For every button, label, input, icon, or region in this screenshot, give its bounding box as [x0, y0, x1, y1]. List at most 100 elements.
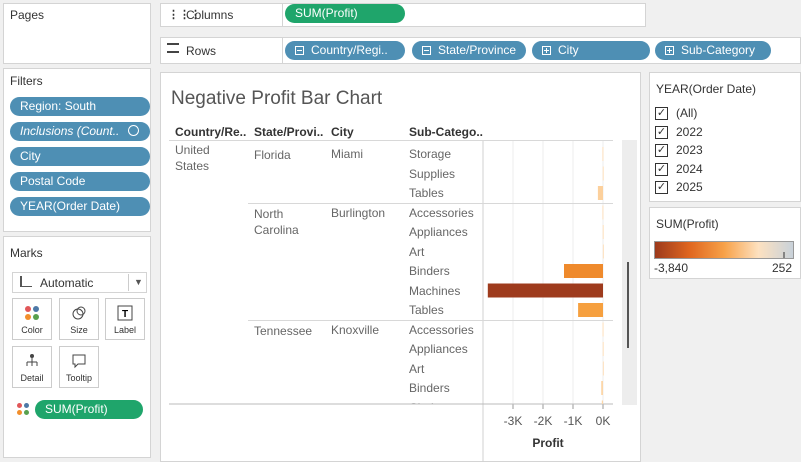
pill-icon-line — [669, 48, 670, 53]
marks-button[interactable] — [59, 346, 99, 388]
checkbox[interactable]: ✓ — [655, 144, 668, 157]
sub-category-label: Accessories — [409, 205, 474, 220]
legend-gradient — [654, 241, 794, 259]
bar — [578, 303, 603, 317]
sub-category-label: Tables — [409, 186, 444, 200]
checkbox[interactable]: ✓ — [655, 125, 668, 139]
rows-pill[interactable]: State/Province — [412, 41, 526, 60]
bar — [602, 322, 604, 337]
sub-category-label: Chairs — [409, 401, 444, 405]
pill-icon — [422, 46, 431, 55]
mark-type-icon — [20, 276, 32, 287]
state-label: Tennessee — [254, 323, 313, 338]
marks-title: Marks — [10, 246, 43, 260]
sub-category-label: Binders — [409, 381, 450, 395]
city-label: Burlington — [331, 205, 386, 220]
year-filter-title: YEAR(Order Date) — [656, 82, 757, 96]
view — [160, 72, 641, 462]
marks-button[interactable]: T — [105, 298, 145, 340]
filter-pill[interactable]: Region: South — [10, 97, 150, 116]
columns-pill[interactable]: SUM(Profit) — [285, 4, 405, 23]
sub-category-label: Storage — [409, 147, 452, 161]
chart-title: Negative Profit Bar Chart — [171, 88, 383, 109]
year-option: (All) — [676, 106, 698, 120]
legend-max: 252 — [772, 261, 793, 275]
year-option: 2023 — [676, 143, 703, 157]
button-icon — [72, 354, 86, 369]
filter-pill[interactable]: Postal Code — [10, 172, 150, 191]
bar — [487, 283, 603, 298]
bar — [602, 205, 604, 220]
check: ✓ — [656, 125, 667, 138]
checkbox[interactable]: ✓ — [655, 181, 668, 194]
bar — [564, 264, 603, 278]
marks-button-label: Detail — [20, 373, 44, 383]
sub-category-label: Binders — [409, 264, 450, 278]
column-header: Sub-Catego.. — [409, 125, 483, 139]
button-icon — [26, 354, 38, 366]
rows-pill[interactable]: Sub-Category — [655, 41, 771, 60]
year-filter-card — [649, 72, 801, 202]
sub-category-label: Appliances — [409, 225, 468, 239]
marks-button-label: Size — [70, 325, 88, 335]
svg-text:T: T — [122, 309, 128, 320]
column-header: City — [331, 125, 354, 139]
marks-pill[interactable]: SUM(Profit) — [35, 400, 143, 419]
country-label: United States — [175, 143, 210, 173]
city-label: Miami — [331, 147, 363, 161]
pill-icon — [295, 46, 304, 55]
state-label: North Carolina — [254, 206, 299, 237]
filter-pill[interactable]: City — [10, 147, 150, 166]
marks-button-label: Color — [21, 325, 43, 335]
marks-button-label: Tooltip — [65, 373, 92, 383]
group-rule — [248, 202, 613, 204]
mark-type: Automatic — [40, 276, 94, 290]
rows-icon — [167, 43, 179, 53]
bar — [602, 166, 604, 181]
divider — [282, 3, 283, 27]
rows-pill[interactable]: Country/Regi.. — [285, 41, 405, 60]
filter-pill[interactable]: YEAR(Order Date) — [10, 197, 150, 216]
check: ✓ — [656, 162, 667, 175]
sub-category-label: Tables — [409, 303, 444, 317]
marks-button[interactable] — [59, 298, 99, 340]
city-label: Knoxville — [331, 322, 380, 337]
bar — [602, 361, 604, 376]
marks-button[interactable] — [12, 346, 52, 388]
year-option: 2025 — [676, 180, 703, 194]
year-option: 2022 — [676, 124, 703, 139]
group-rule — [248, 319, 613, 321]
columns-icon: ⋮⋮⋮ — [168, 9, 201, 21]
checkbox[interactable]: ✓ — [655, 107, 668, 120]
header-rule — [169, 140, 613, 141]
marks-button[interactable] — [12, 298, 52, 340]
bar — [602, 147, 604, 161]
sub-category-label: Art — [409, 244, 425, 259]
legend-min: -3,840 — [654, 261, 689, 275]
sub-category-label: Supplies — [409, 166, 456, 181]
pill-icon-line — [546, 48, 547, 53]
pages-card — [3, 3, 151, 64]
rows-label: Rows — [186, 44, 217, 58]
color-icon — [17, 403, 22, 408]
rows-pill[interactable]: City — [532, 41, 650, 60]
bar — [601, 381, 603, 395]
columns-label: Columns — [186, 8, 234, 22]
dropdown-arrow[interactable]: ▼ — [128, 274, 146, 291]
legend-title: SUM(Profit) — [656, 217, 719, 231]
pages-title: Pages — [10, 8, 45, 22]
pill-icon-line — [424, 50, 429, 51]
column-header: Country/Re.. — [175, 125, 247, 139]
divider — [282, 37, 283, 64]
sub-category-label: Accessories — [409, 322, 474, 337]
filter-pill[interactable]: Inclusions (Count.. — [10, 122, 150, 141]
x-tick-label: -1K — [564, 414, 583, 428]
bars — [487, 147, 604, 404]
pill-icon — [542, 46, 551, 55]
checkbox[interactable]: ✓ — [655, 162, 668, 176]
bar — [601, 400, 603, 404]
x-tick-label: -2K — [534, 414, 553, 428]
mark-type-dropdown[interactable] — [12, 272, 147, 293]
